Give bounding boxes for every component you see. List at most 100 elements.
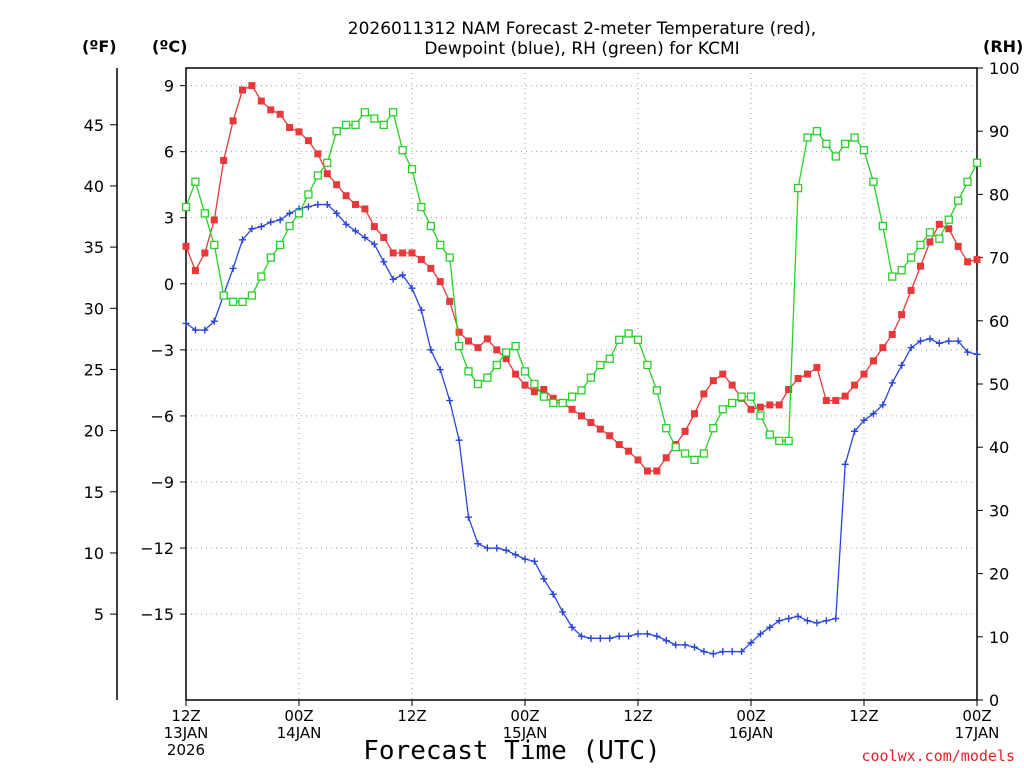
data-point bbox=[323, 158, 332, 167]
data-point bbox=[625, 632, 633, 640]
data-point bbox=[860, 416, 868, 424]
data-point bbox=[389, 249, 397, 257]
data-point bbox=[700, 648, 708, 656]
data-point bbox=[879, 401, 887, 409]
data-point bbox=[775, 436, 784, 446]
data-point bbox=[341, 120, 351, 130]
data-point bbox=[869, 357, 877, 365]
x-tick-label: 12Z bbox=[397, 707, 426, 725]
data-point bbox=[408, 249, 416, 257]
data-point bbox=[784, 436, 793, 446]
rh-tick-label: 70 bbox=[989, 249, 1009, 268]
x-axis-label: Forecast Time (UTC) bbox=[363, 736, 660, 766]
data-point bbox=[662, 454, 670, 462]
data-point bbox=[973, 256, 981, 264]
data-point bbox=[888, 379, 896, 387]
data-point bbox=[333, 209, 341, 217]
data-point bbox=[229, 117, 237, 125]
data-point bbox=[389, 275, 397, 283]
data-point bbox=[304, 203, 312, 211]
rh-tick-label: 90 bbox=[989, 122, 1009, 141]
fahrenheit-tick-label: 40 bbox=[84, 177, 104, 196]
data-point bbox=[680, 449, 690, 458]
celsius-tick-label: −9 bbox=[150, 473, 174, 492]
gridlines bbox=[186, 68, 977, 700]
data-point bbox=[427, 264, 435, 272]
data-point bbox=[954, 196, 963, 205]
data-point bbox=[342, 192, 350, 200]
data-point bbox=[963, 177, 972, 186]
data-point bbox=[964, 348, 972, 356]
data-point bbox=[935, 220, 943, 228]
data-point bbox=[643, 630, 651, 638]
data-point bbox=[248, 82, 256, 90]
data-point bbox=[709, 650, 717, 658]
data-point bbox=[511, 341, 520, 351]
data-point bbox=[596, 634, 604, 642]
data-point bbox=[286, 123, 294, 131]
data-point bbox=[766, 401, 774, 409]
data-point bbox=[671, 443, 680, 452]
data-point bbox=[578, 632, 585, 640]
data-point bbox=[615, 632, 623, 640]
data-point bbox=[690, 455, 699, 464]
fahrenheit-axis: 45 40 35 30 25 20 15 10 5 bbox=[84, 116, 117, 624]
data-point bbox=[643, 467, 651, 475]
x-tick-label: 12Z bbox=[171, 707, 200, 725]
data-point bbox=[765, 430, 774, 439]
data-point bbox=[719, 648, 727, 656]
data-point bbox=[342, 220, 350, 228]
celsius-tick-label: 3 bbox=[164, 209, 174, 228]
data-point bbox=[728, 381, 736, 389]
data-point bbox=[483, 335, 491, 343]
data-point bbox=[633, 335, 643, 344]
data-point bbox=[483, 544, 491, 552]
data-point bbox=[917, 262, 924, 270]
data-point bbox=[709, 424, 718, 433]
data-point bbox=[521, 555, 529, 563]
celsius-tick-label: −6 bbox=[150, 407, 174, 426]
plot-frame bbox=[185, 67, 978, 701]
data-point bbox=[210, 317, 218, 325]
data-point bbox=[568, 623, 576, 631]
data-point bbox=[794, 612, 802, 620]
data-point bbox=[455, 436, 463, 444]
celsius-tick-label: 9 bbox=[164, 77, 174, 96]
data-point bbox=[700, 390, 708, 398]
x-tick-label: 16JAN bbox=[729, 724, 774, 742]
data-point bbox=[191, 177, 200, 186]
data-point bbox=[239, 236, 246, 244]
data-point bbox=[643, 360, 652, 370]
data-point bbox=[210, 216, 218, 224]
data-point bbox=[380, 258, 388, 266]
data-point bbox=[945, 337, 953, 345]
data-point bbox=[662, 637, 670, 645]
data-point bbox=[804, 370, 811, 378]
data-point bbox=[182, 319, 190, 327]
data-point bbox=[474, 540, 482, 548]
data-point bbox=[313, 171, 322, 180]
data-point bbox=[879, 344, 887, 352]
data-point bbox=[379, 120, 388, 130]
data-point bbox=[746, 392, 756, 401]
data-point bbox=[756, 403, 764, 411]
x-tick-label: 14JAN bbox=[277, 724, 322, 742]
data-point bbox=[681, 427, 689, 435]
fahrenheit-tick-label: 20 bbox=[84, 422, 104, 441]
data-point bbox=[464, 367, 473, 376]
rh-tick-label: 20 bbox=[989, 565, 1009, 584]
rh-tick-label: 50 bbox=[989, 375, 1009, 394]
data-point bbox=[294, 209, 304, 218]
data-point bbox=[898, 361, 906, 369]
data-point bbox=[266, 253, 275, 262]
data-point bbox=[709, 377, 717, 385]
data-point bbox=[822, 139, 831, 148]
data-point bbox=[426, 221, 435, 231]
celsius-tick-label: −15 bbox=[140, 605, 174, 624]
data-point bbox=[954, 242, 962, 250]
data-point bbox=[812, 127, 822, 136]
data-point bbox=[756, 411, 765, 420]
data-point bbox=[832, 397, 840, 405]
x-tick-label: 17JAN bbox=[955, 724, 1000, 742]
x-tick-label: 12Z bbox=[849, 707, 878, 725]
